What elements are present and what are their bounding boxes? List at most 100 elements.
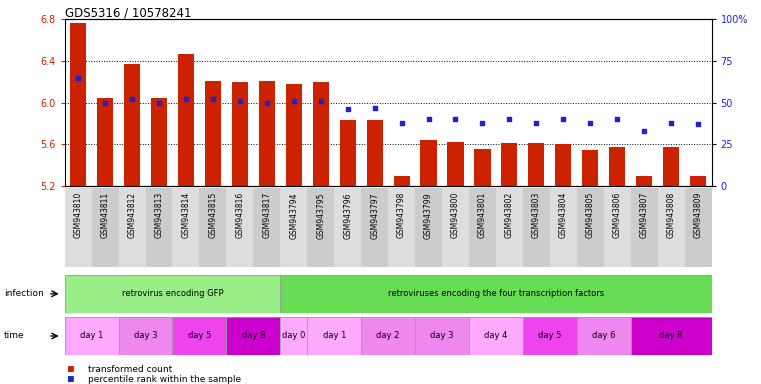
Text: retrovirus encoding GFP: retrovirus encoding GFP: [122, 289, 223, 298]
Text: infection: infection: [4, 289, 43, 298]
Bar: [145, 188, 173, 267]
Bar: [307, 188, 334, 267]
Text: day 2: day 2: [377, 331, 400, 341]
Text: percentile rank within the sample: percentile rank within the sample: [88, 375, 240, 384]
Bar: [603, 188, 631, 267]
Bar: [663, 147, 679, 186]
Text: GSM943814: GSM943814: [181, 192, 190, 238]
Bar: [151, 98, 167, 186]
Text: GSM943803: GSM943803: [532, 192, 541, 238]
Bar: [124, 64, 140, 186]
Point: [153, 100, 165, 106]
Point: [288, 98, 300, 104]
Bar: [474, 149, 491, 186]
Bar: [393, 176, 409, 186]
Text: GSM943812: GSM943812: [128, 192, 136, 238]
Point: [342, 106, 354, 113]
Text: day 5: day 5: [538, 331, 562, 341]
Bar: [528, 144, 544, 186]
Bar: [91, 19, 119, 186]
Bar: [388, 19, 415, 186]
Bar: [523, 188, 550, 267]
Text: GSM943802: GSM943802: [505, 192, 514, 238]
Bar: [339, 121, 356, 186]
Bar: [577, 19, 603, 186]
Bar: [259, 81, 275, 186]
Text: day 4: day 4: [484, 331, 508, 341]
Bar: [361, 19, 388, 186]
Bar: [334, 188, 361, 267]
Text: GSM943808: GSM943808: [667, 192, 676, 238]
Bar: [253, 19, 280, 186]
Bar: [582, 150, 598, 186]
Bar: [415, 19, 442, 186]
Point: [234, 98, 246, 104]
Bar: [603, 19, 631, 186]
Bar: [307, 19, 334, 186]
Text: day 0: day 0: [282, 331, 305, 341]
Point: [503, 116, 515, 122]
Bar: [119, 188, 145, 267]
Bar: [119, 19, 145, 186]
Text: GSM943799: GSM943799: [424, 192, 433, 238]
Bar: [173, 188, 199, 267]
Text: GSM943804: GSM943804: [559, 192, 568, 238]
Bar: [501, 144, 517, 186]
Bar: [550, 188, 577, 267]
Text: day 3: day 3: [430, 331, 454, 341]
Text: GSM943806: GSM943806: [613, 192, 622, 238]
Text: day 5: day 5: [188, 331, 211, 341]
Point: [530, 120, 543, 126]
Text: GDS5316 / 10578241: GDS5316 / 10578241: [65, 6, 191, 19]
Point: [180, 96, 192, 103]
Bar: [415, 188, 442, 267]
Bar: [631, 19, 658, 186]
Bar: [685, 19, 712, 186]
Point: [638, 128, 650, 134]
Point: [584, 120, 597, 126]
Text: ■: ■: [68, 364, 75, 374]
Bar: [469, 19, 496, 186]
Bar: [550, 19, 577, 186]
Bar: [658, 19, 685, 186]
Point: [450, 116, 462, 122]
Bar: [361, 188, 388, 267]
Bar: [367, 121, 383, 186]
Point: [99, 100, 111, 106]
Bar: [469, 188, 496, 267]
Bar: [334, 19, 361, 186]
Bar: [280, 19, 307, 186]
Bar: [313, 82, 329, 186]
Bar: [690, 176, 706, 186]
Point: [314, 98, 326, 104]
Point: [611, 116, 623, 122]
Bar: [199, 188, 227, 267]
Point: [665, 120, 677, 126]
Text: GSM943809: GSM943809: [693, 192, 702, 238]
Text: GSM943810: GSM943810: [74, 192, 83, 238]
Text: day 8: day 8: [659, 331, 683, 341]
Bar: [442, 19, 469, 186]
Point: [557, 116, 569, 122]
Text: GSM943813: GSM943813: [154, 192, 164, 238]
Text: ■: ■: [68, 374, 75, 384]
Bar: [145, 19, 173, 186]
Text: GSM943796: GSM943796: [343, 192, 352, 238]
Text: day 1: day 1: [323, 331, 346, 341]
Text: day 6: day 6: [592, 331, 616, 341]
Bar: [685, 188, 712, 267]
Bar: [232, 82, 248, 186]
Text: retroviruses encoding the four transcription factors: retroviruses encoding the four transcrip…: [388, 289, 604, 298]
Text: GSM943800: GSM943800: [451, 192, 460, 238]
Point: [692, 121, 704, 127]
Point: [396, 120, 408, 126]
Bar: [70, 23, 86, 186]
Bar: [447, 142, 463, 186]
Text: day 3: day 3: [134, 331, 158, 341]
Bar: [91, 188, 119, 267]
Point: [126, 96, 139, 103]
Bar: [523, 19, 550, 186]
Bar: [253, 188, 280, 267]
Text: GSM943798: GSM943798: [397, 192, 406, 238]
Bar: [65, 188, 91, 267]
